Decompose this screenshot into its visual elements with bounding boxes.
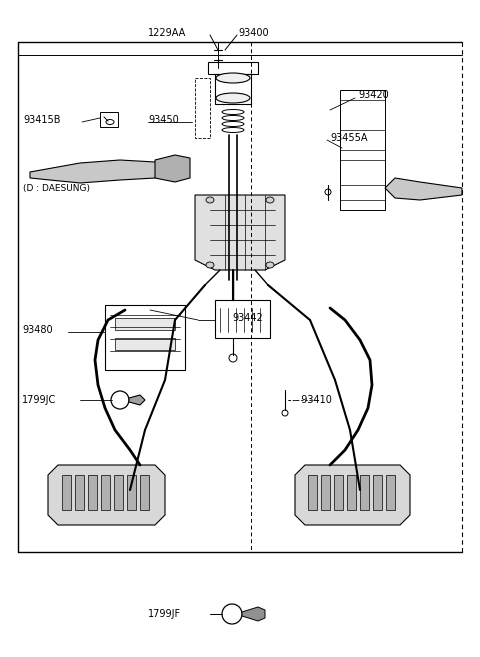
Bar — [360, 475, 369, 510]
Bar — [114, 475, 123, 510]
Text: 93450: 93450 — [148, 115, 179, 125]
Ellipse shape — [216, 93, 250, 103]
Bar — [386, 475, 395, 510]
Bar — [340, 90, 385, 210]
Bar — [215, 74, 251, 104]
Polygon shape — [155, 155, 190, 182]
Text: - - 93410: - - 93410 — [288, 395, 332, 405]
Text: 93455A: 93455A — [330, 133, 368, 143]
Text: 1229AA: 1229AA — [148, 28, 186, 38]
Bar — [347, 475, 356, 510]
Text: 93480: 93480 — [22, 325, 53, 335]
Text: (D : DAESUNG): (D : DAESUNG) — [23, 183, 90, 193]
Bar — [140, 475, 149, 510]
Bar — [75, 475, 84, 510]
Polygon shape — [385, 178, 462, 200]
Bar — [88, 475, 97, 510]
Ellipse shape — [206, 197, 214, 203]
Polygon shape — [242, 607, 265, 621]
Bar — [334, 475, 343, 510]
Text: 93442: 93442 — [232, 313, 263, 323]
Text: 93415B: 93415B — [23, 115, 60, 125]
Bar — [208, 62, 258, 74]
Text: 1799JF: 1799JF — [148, 609, 181, 619]
Bar — [373, 475, 382, 510]
Bar — [308, 475, 317, 510]
Bar — [127, 475, 136, 510]
Polygon shape — [48, 465, 165, 525]
Bar — [62, 475, 71, 510]
Text: 1799JC: 1799JC — [22, 395, 56, 405]
Text: 93420: 93420 — [358, 90, 389, 100]
Bar — [115, 338, 175, 350]
Polygon shape — [295, 465, 410, 525]
Text: 93400: 93400 — [238, 28, 269, 38]
Bar — [105, 305, 185, 370]
Bar — [321, 475, 330, 510]
Ellipse shape — [206, 262, 214, 268]
Polygon shape — [30, 160, 165, 183]
Bar — [215, 300, 270, 338]
Polygon shape — [129, 395, 145, 405]
Bar — [101, 475, 110, 510]
Bar — [100, 112, 118, 127]
Ellipse shape — [216, 73, 250, 83]
Bar — [195, 78, 210, 138]
Ellipse shape — [266, 197, 274, 203]
Ellipse shape — [266, 262, 274, 268]
Bar — [115, 318, 175, 330]
Polygon shape — [195, 195, 285, 270]
